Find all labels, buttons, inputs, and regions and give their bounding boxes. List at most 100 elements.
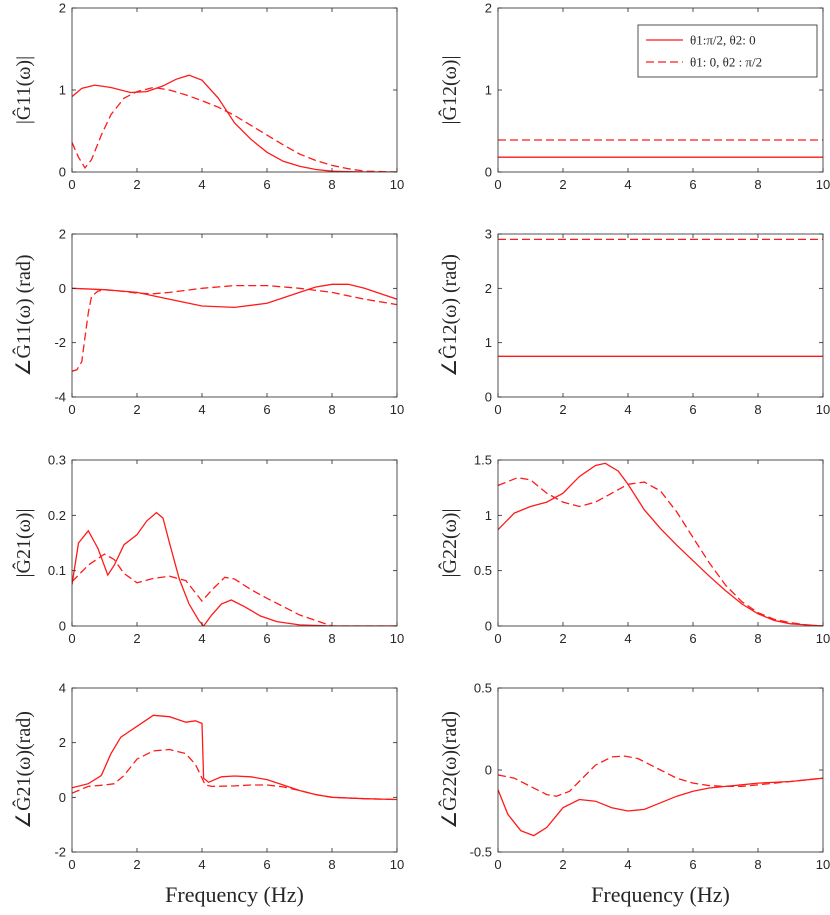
x-tick-label: 10 (390, 857, 404, 872)
series-line-solid (72, 714, 397, 801)
plot-g21-mag: 0 2 4 6 8 10 0 0.1 0.2 0.3 |Ĝ21(ω)| (11, 453, 404, 647)
x-tick-label: 4 (198, 402, 205, 417)
y-tick-label: 3 (485, 227, 492, 242)
series-line-dashed (72, 553, 397, 626)
x-tick-label: 6 (263, 857, 270, 872)
x-axis-label: Frequency (Hz) (591, 882, 730, 907)
plot-g22-phase: 0 2 4 6 8 10-0.500.5∠Ĝ22(ω)(rad)Frequency (Hz… (437, 681, 830, 908)
x-tick-label: 8 (754, 857, 761, 872)
x-tick-label: 4 (624, 402, 631, 417)
series-line-solid (498, 777, 823, 837)
x-tick-label: 4 (624, 857, 631, 872)
y-axis-label: ∠Ĝ12(ω) (rad) (437, 254, 461, 377)
y-axis-label: |Ĝ12(ω)| (437, 56, 461, 125)
x-tick-label: 6 (263, 177, 270, 192)
y-tick-label: -2 (54, 845, 66, 860)
y-tick-label: 2 (59, 1, 66, 16)
plot-g22-mag: 0 2 4 6 8 10 0 0.5 1 1.5 |Ĝ22(ω)| (437, 453, 830, 647)
x-tick-label: 0 (68, 631, 75, 646)
y-axis-label: ∠Ĝ21(ω)(rad) (11, 711, 35, 829)
x-tick-label: 6 (689, 631, 696, 646)
y-axis-label: ∠Ĝ22(ω)(rad) (437, 711, 461, 829)
plot-g12-phase: 0 2 4 6 8 10 0 1 2 3 ∠Ĝ12(ω) (rad) (437, 227, 830, 418)
plot-g11-phase: 0 2 4 6 8 10 -4 -2 0 2 ∠Ĝ11(ω) (rad) (11, 227, 404, 418)
series-line-solid (498, 462, 823, 626)
x-tick-label: 8 (328, 857, 335, 872)
axes-box (497, 233, 824, 398)
x-tick-label: 6 (689, 402, 696, 417)
y-tick-label: -4 (54, 390, 66, 405)
x-tick-label: 0 (68, 177, 75, 192)
x-tick-label: 6 (263, 402, 270, 417)
y-tick-label: 0 (59, 619, 66, 634)
x-tick-label: 2 (133, 857, 140, 872)
x-tick-label: 8 (328, 177, 335, 192)
y-tick-label: 4 (59, 681, 66, 696)
y-tick-label: 0.3 (48, 453, 66, 468)
x-tick-label: 0 (494, 631, 501, 646)
x-tick-label: 8 (754, 402, 761, 417)
x-tick-label: 4 (198, 177, 205, 192)
y-axis-label: |Ĝ11(ω)| (11, 56, 35, 124)
axes-box (497, 459, 824, 627)
y-tick-label: -2 (54, 335, 66, 350)
series-line-dashed (498, 477, 823, 626)
x-tick-label: 4 (198, 631, 205, 646)
x-tick-label: 0 (494, 857, 501, 872)
y-tick-label: 1 (485, 335, 492, 350)
x-tick-label: 6 (689, 177, 696, 192)
y-tick-label: 0 (485, 165, 492, 180)
x-tick-label: 2 (559, 631, 566, 646)
x-tick-label: 6 (263, 631, 270, 646)
y-tick-label: 1 (59, 83, 66, 98)
y-tick-label: 0 (59, 790, 66, 805)
x-tick-label: 10 (390, 402, 404, 417)
series-line-solid (72, 74, 397, 172)
y-tick-label: 0 (59, 281, 66, 296)
legend: θ1:π/2, θ2: 0 θ1: 0, θ2 : π/2 (637, 24, 818, 78)
legend-label: θ1: 0, θ2 : π/2 (690, 55, 762, 70)
x-tick-label: 10 (816, 631, 830, 646)
y-tick-label: 1 (485, 83, 492, 98)
y-tick-label: 0.1 (48, 563, 66, 578)
y-tick-label: 1 (485, 508, 492, 523)
x-tick-label: 0 (68, 402, 75, 417)
series-line-dashed (498, 755, 823, 797)
axes-box (71, 687, 398, 853)
x-tick-label: 2 (559, 402, 566, 417)
y-axis-label: |Ĝ22(ω)| (437, 509, 461, 578)
series-line-dashed (72, 86, 397, 172)
x-tick-label: 10 (390, 177, 404, 192)
y-tick-label: 0 (485, 619, 492, 634)
x-tick-label: 0 (494, 402, 501, 417)
series-line-solid (72, 511, 397, 626)
y-tick-label: 0.2 (48, 508, 66, 523)
x-tick-label: 2 (559, 177, 566, 192)
series-line-dashed (72, 284, 397, 372)
legend-label: θ1:π/2, θ2: 0 (690, 33, 756, 48)
y-tick-label: 0.5 (474, 563, 492, 578)
x-axis-label: Frequency (Hz) (165, 882, 304, 907)
y-tick-label: 2 (59, 735, 66, 750)
legend-box (637, 24, 818, 78)
x-tick-label: 10 (816, 857, 830, 872)
plot-g11-mag: 0 2 4 6 8 10 0 1 2 |Ĝ11(ω)| (11, 1, 404, 193)
y-tick-label: -0.5 (470, 845, 492, 860)
x-tick-label: 6 (689, 857, 696, 872)
x-tick-label: 4 (198, 857, 205, 872)
series-line-dashed (72, 748, 397, 801)
axes-box (71, 459, 398, 627)
x-tick-label: 8 (754, 177, 761, 192)
x-tick-label: 8 (754, 631, 761, 646)
x-tick-label: 2 (133, 631, 140, 646)
x-tick-label: 10 (816, 402, 830, 417)
x-tick-label: 10 (816, 177, 830, 192)
plot-g12-mag: 0 2 4 6 8 10 0 1 2 |Ĝ12(ω)| θ1:π/2, θ2: 0 θ1: 0, θ2… (437, 1, 830, 193)
x-tick-label: 8 (328, 631, 335, 646)
y-axis-label: ∠Ĝ11(ω) (rad) (11, 255, 35, 377)
x-tick-label: 2 (133, 177, 140, 192)
axes-box (71, 233, 398, 398)
x-tick-label: 2 (559, 857, 566, 872)
